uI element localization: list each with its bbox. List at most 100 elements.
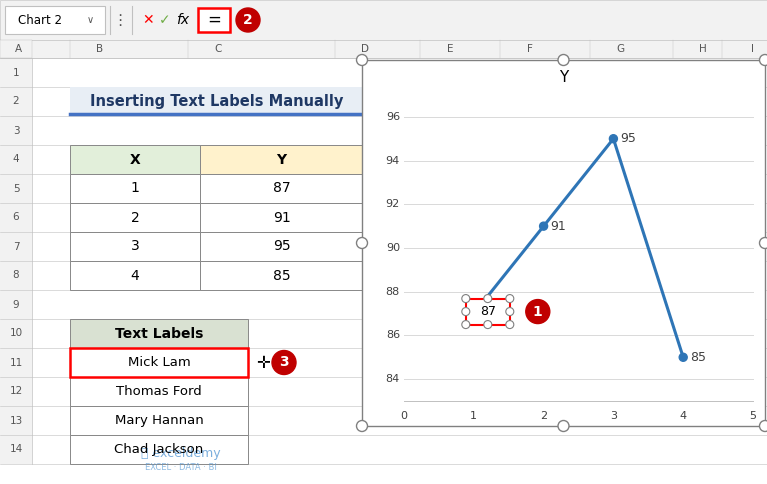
- Text: 2: 2: [13, 96, 19, 106]
- Text: Chart 2: Chart 2: [18, 14, 62, 27]
- Text: H: H: [700, 44, 707, 54]
- Text: 7: 7: [13, 242, 19, 252]
- Text: 92: 92: [386, 199, 400, 209]
- Text: 3: 3: [130, 240, 140, 254]
- Bar: [70, 406, 248, 435]
- Bar: [200, 261, 363, 290]
- Bar: [70, 87, 363, 116]
- Text: E: E: [446, 44, 453, 54]
- Text: 4: 4: [130, 269, 140, 283]
- Text: 3: 3: [13, 125, 19, 136]
- Bar: [200, 174, 363, 203]
- Text: Y: Y: [559, 71, 568, 86]
- Text: 91: 91: [551, 220, 566, 233]
- Text: 4: 4: [680, 411, 686, 421]
- Circle shape: [610, 135, 617, 143]
- Text: ⋮: ⋮: [113, 13, 127, 28]
- Bar: [70, 377, 248, 406]
- Text: 85: 85: [273, 269, 291, 283]
- Text: Mary Hannan: Mary Hannan: [114, 414, 203, 427]
- Text: 2: 2: [130, 211, 140, 225]
- Circle shape: [357, 421, 367, 432]
- Circle shape: [462, 320, 470, 329]
- Text: 🏠 exceldemy: 🏠 exceldemy: [141, 448, 221, 460]
- Bar: [70, 435, 248, 464]
- Text: 2: 2: [540, 411, 547, 421]
- Text: Inserting Text Labels Manually: Inserting Text Labels Manually: [90, 94, 343, 109]
- Bar: [198, 8, 230, 32]
- Bar: [0, 0, 767, 40]
- Circle shape: [462, 307, 470, 316]
- Text: C: C: [214, 44, 222, 54]
- Text: Y: Y: [276, 152, 287, 166]
- Text: 85: 85: [690, 351, 706, 364]
- Text: 11: 11: [9, 358, 22, 367]
- Text: Chad Jackson: Chad Jackson: [114, 443, 203, 456]
- Circle shape: [484, 295, 492, 302]
- Bar: [200, 232, 363, 261]
- Bar: [70, 145, 200, 174]
- Text: 3: 3: [610, 411, 617, 421]
- Bar: [70, 232, 200, 261]
- Bar: [32, 58, 767, 464]
- Text: fx: fx: [176, 13, 189, 27]
- Bar: [200, 203, 363, 232]
- Bar: [70, 261, 200, 290]
- Text: F: F: [527, 44, 533, 54]
- Circle shape: [759, 421, 767, 432]
- Text: 96: 96: [386, 112, 400, 122]
- Circle shape: [558, 55, 569, 65]
- Circle shape: [540, 222, 548, 230]
- Text: B: B: [97, 44, 104, 54]
- Circle shape: [357, 238, 367, 248]
- Circle shape: [272, 350, 296, 375]
- Circle shape: [558, 421, 569, 432]
- Circle shape: [470, 310, 478, 318]
- Circle shape: [484, 320, 492, 329]
- Text: EXCEL · DATA · BI: EXCEL · DATA · BI: [145, 463, 217, 471]
- Text: 5: 5: [13, 183, 19, 194]
- Bar: [70, 203, 200, 232]
- Bar: [70, 348, 248, 377]
- Text: 94: 94: [386, 155, 400, 166]
- Circle shape: [680, 353, 687, 361]
- Text: 13: 13: [9, 415, 22, 425]
- Text: 1: 1: [13, 67, 19, 77]
- Text: 95: 95: [273, 240, 291, 254]
- Text: Thomas Ford: Thomas Ford: [116, 385, 202, 398]
- Text: 14: 14: [9, 444, 22, 454]
- Bar: [70, 319, 248, 348]
- Text: 5: 5: [749, 411, 756, 421]
- Text: =: =: [207, 11, 221, 29]
- Text: 1: 1: [533, 304, 543, 318]
- Text: 6: 6: [13, 212, 19, 223]
- Text: 95: 95: [621, 132, 637, 145]
- Text: 87: 87: [480, 305, 495, 318]
- Text: 8: 8: [13, 271, 19, 281]
- Text: 84: 84: [386, 374, 400, 384]
- Bar: [0, 40, 767, 58]
- Circle shape: [236, 8, 260, 32]
- Text: Text Labels: Text Labels: [115, 327, 203, 341]
- Text: 90: 90: [386, 243, 400, 253]
- Text: 1: 1: [470, 411, 477, 421]
- Text: I: I: [750, 44, 753, 54]
- Text: ✓: ✓: [160, 13, 171, 27]
- Text: ∨: ∨: [87, 15, 94, 25]
- Text: G: G: [616, 44, 624, 54]
- Text: 0: 0: [400, 411, 407, 421]
- Circle shape: [357, 55, 367, 65]
- Text: 2: 2: [243, 13, 253, 27]
- Circle shape: [505, 320, 514, 329]
- Bar: [5, 6, 105, 34]
- Text: 12: 12: [9, 387, 22, 396]
- Text: 3: 3: [279, 356, 289, 369]
- Bar: [70, 174, 200, 203]
- Text: 86: 86: [386, 331, 400, 340]
- Text: A: A: [15, 44, 21, 54]
- Circle shape: [759, 55, 767, 65]
- Text: Mick Lam: Mick Lam: [127, 356, 190, 369]
- Text: 88: 88: [386, 287, 400, 297]
- Bar: [0, 58, 32, 464]
- Circle shape: [759, 238, 767, 248]
